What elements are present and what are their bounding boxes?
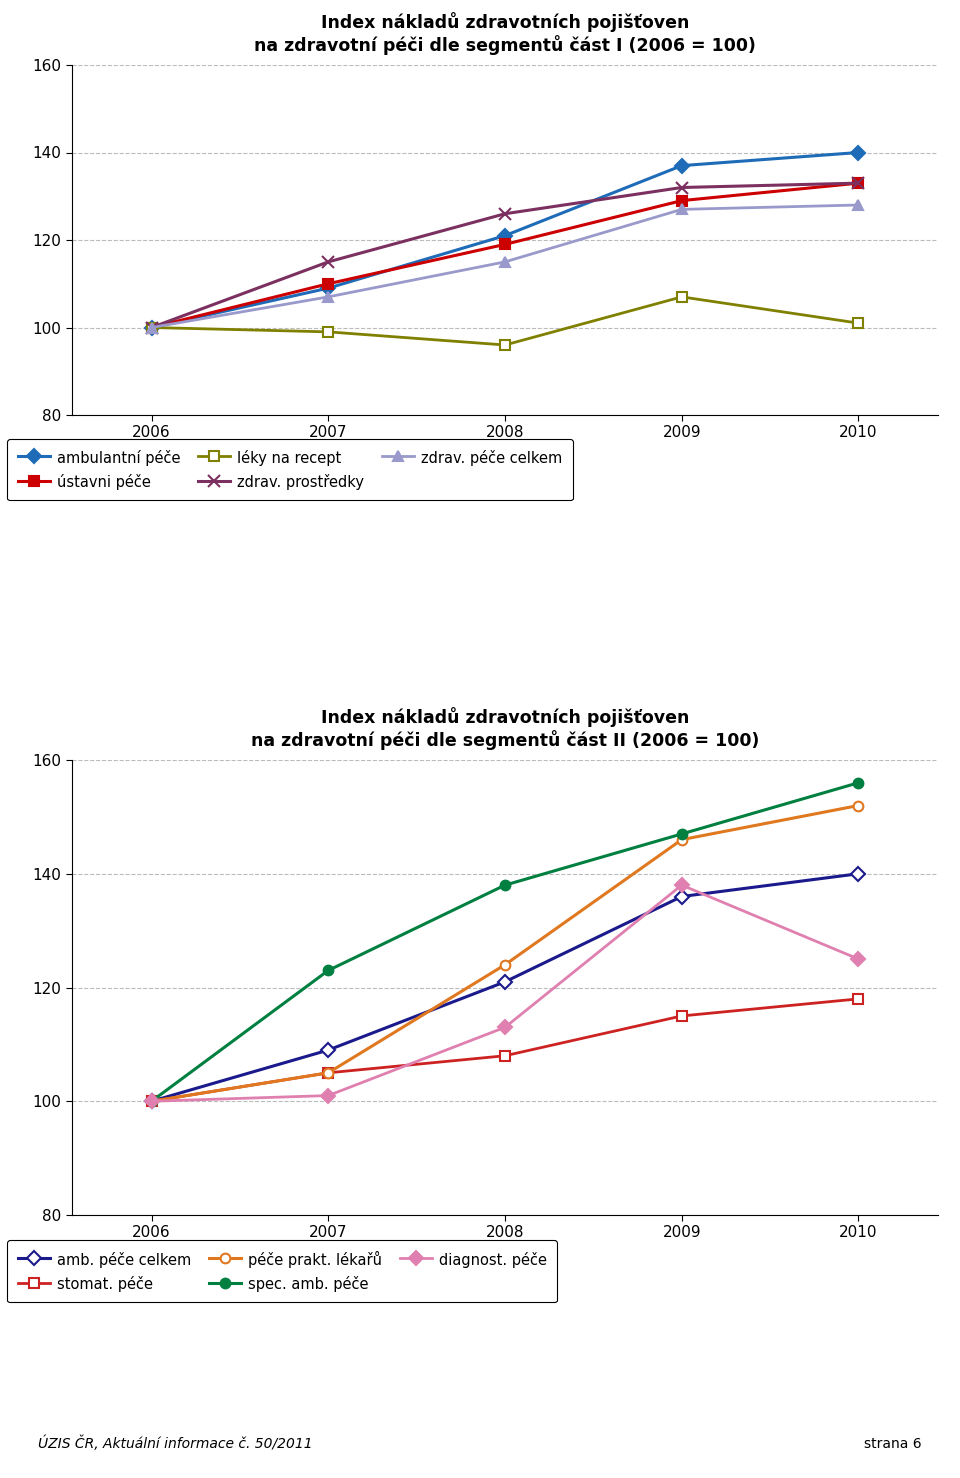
Text: strana 6: strana 6 bbox=[864, 1438, 922, 1451]
Title: Index nákladů zdravotních pojišťoven
na zdravotní péči dle segmentů část II (200: Index nákladů zdravotních pojišťoven na … bbox=[251, 706, 759, 751]
Legend: amb. péče celkem, stomat. péče, péče prakt. lékařů, spec. amb. péče, diagnost. p: amb. péče celkem, stomat. péče, péče pra… bbox=[8, 1240, 557, 1302]
Legend: ambulantní péče, ústavni péče, léky na recept, zdrav. prostředky, zdrav. péče ce: ambulantní péče, ústavni péče, léky na r… bbox=[8, 439, 572, 501]
Text: ÚZIS ČR, Aktuální informace č. 50/2011: ÚZIS ČR, Aktuální informace č. 50/2011 bbox=[38, 1437, 313, 1451]
Title: Index nákladů zdravotních pojišťoven
na zdravotní péči dle segmentů část I (2006: Index nákladů zdravotních pojišťoven na … bbox=[254, 12, 756, 55]
